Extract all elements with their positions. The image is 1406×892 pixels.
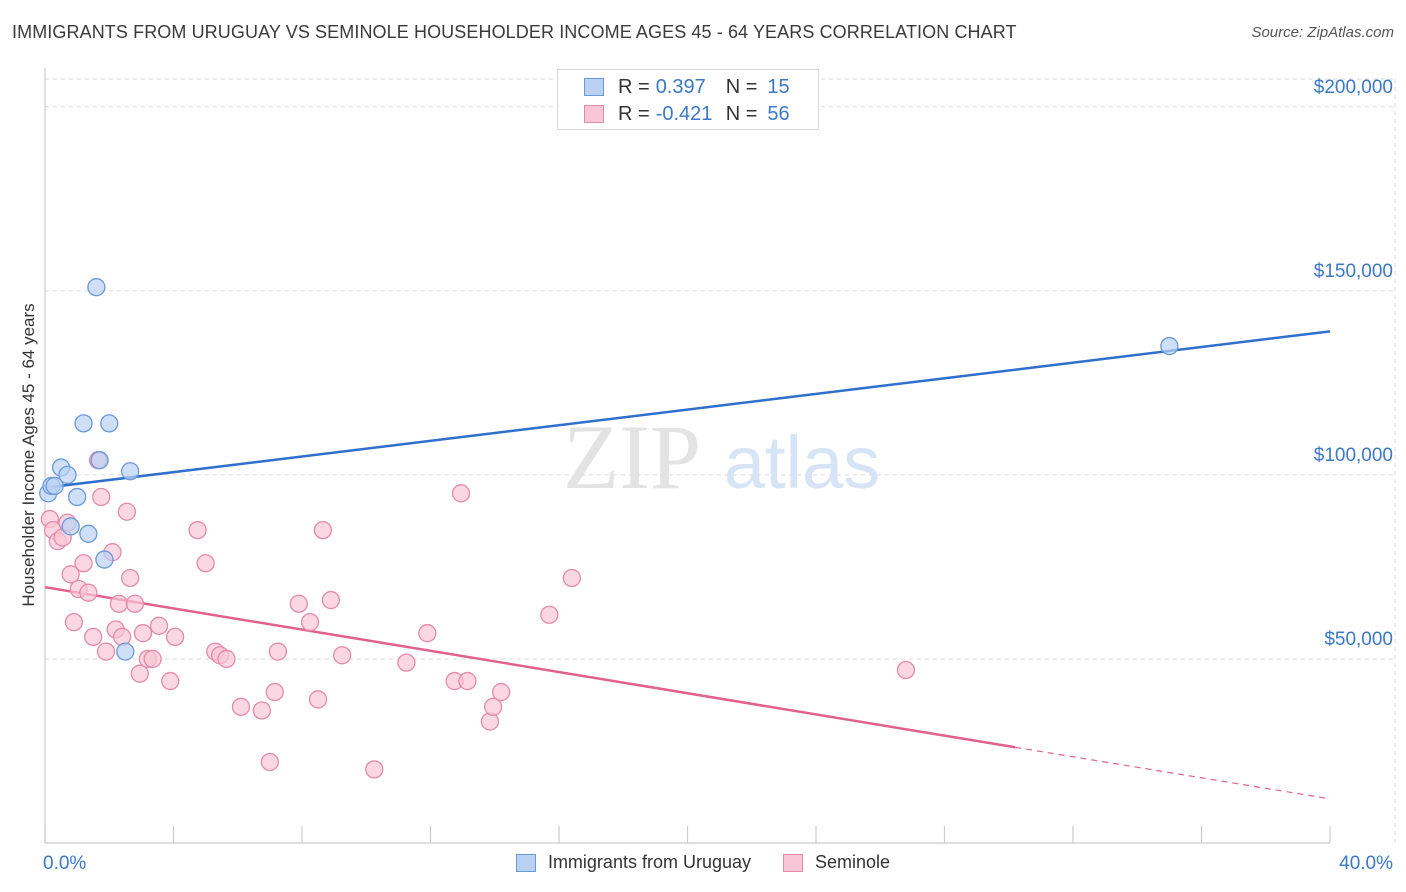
point-seminole (217, 649, 236, 669)
point-uruguay (67, 487, 87, 507)
point-seminole (365, 760, 384, 779)
point-seminole (418, 624, 437, 643)
point-seminole (61, 565, 80, 584)
y-tick-labels: $50,000 $100,000 $150,000 $200,000 (1314, 77, 1393, 650)
point-seminole (252, 701, 271, 720)
point-uruguay (87, 278, 106, 297)
point-uruguay (1160, 336, 1179, 356)
point-seminole (161, 671, 180, 691)
point-seminole (149, 616, 169, 635)
legend-label-seminole: Seminole (815, 852, 891, 872)
point-seminole (313, 520, 333, 540)
chart-title: IMMIGRANTS FROM URUGUAY VS SEMINOLE HOUS… (12, 22, 1017, 42)
point-uruguay (58, 465, 77, 485)
legend-swatch-blue (584, 78, 604, 96)
watermark-atlas: atlas (724, 421, 880, 504)
point-seminole (480, 712, 500, 731)
legend-swatch-blue (515, 853, 536, 872)
legend-item-uruguay: Immigrants from Uruguay (515, 852, 751, 873)
y-tick-label: $50,000 (1324, 629, 1393, 650)
legend-row-seminole: R = -0.421 N = 56 (584, 102, 790, 126)
source-label: Source: ZipAtlas.com (1251, 24, 1394, 41)
data-points (39, 278, 1179, 779)
point-seminole (458, 671, 477, 691)
point-seminole (120, 568, 140, 588)
point-seminole (321, 590, 341, 610)
point-seminole (196, 554, 215, 573)
point-uruguay (95, 550, 114, 569)
trend-lines (44, 330, 1331, 800)
point-seminole (117, 502, 137, 521)
y-axis-title: Householder Income Ages 45 - 64 years (19, 303, 38, 607)
point-seminole (74, 554, 93, 573)
point-seminole (397, 653, 416, 672)
trend-line-seminole (44, 585, 1016, 749)
point-seminole (451, 484, 471, 503)
point-seminole (84, 627, 103, 647)
point-seminole (265, 682, 284, 702)
x-tick-label-min: 0.0% (43, 853, 86, 874)
point-seminole (188, 520, 207, 540)
point-seminole (231, 697, 251, 716)
legend-item-seminole: Seminole (783, 852, 890, 873)
point-uruguay (79, 524, 98, 543)
point-seminole (540, 605, 559, 624)
point-uruguay (45, 476, 64, 496)
legend-swatch-pink (584, 105, 604, 123)
y-tick-label: $100,000 (1314, 445, 1393, 466)
point-seminole (79, 583, 98, 602)
legend-r-value: -0.421 (655, 102, 713, 125)
point-uruguay (116, 642, 135, 661)
point-seminole (289, 594, 308, 613)
point-seminole (96, 642, 116, 661)
point-seminole (300, 612, 320, 632)
point-seminole (896, 660, 916, 680)
watermark: ZIP atlas (563, 406, 880, 508)
legend-label-uruguay: Immigrants from Uruguay (547, 852, 751, 872)
legend-n-value: 56 (767, 102, 790, 125)
y-tick-label: $200,000 (1314, 77, 1393, 98)
point-seminole (133, 624, 153, 643)
y-tick-label: $150,000 (1314, 261, 1393, 282)
legend-n-label: N = (725, 75, 758, 98)
axes (44, 68, 1331, 844)
point-seminole (308, 690, 328, 709)
point-seminole (143, 649, 162, 669)
legend-n-value: 15 (767, 75, 790, 98)
legend-r-value: 0.397 (655, 75, 706, 98)
point-seminole (112, 627, 132, 647)
point-uruguay (120, 462, 140, 481)
point-uruguay (90, 451, 109, 470)
gridlines (45, 78, 1396, 843)
legend-r-label: R = (618, 75, 650, 98)
legend-row-uruguay: R = 0.397 N = 15 (584, 75, 790, 99)
point-uruguay (74, 414, 93, 433)
stats-legend: R = 0.397 N = 15 R = -0.421 N = 56 (557, 69, 819, 130)
point-seminole (268, 642, 288, 661)
point-seminole (130, 664, 149, 683)
trend-line-uruguay (44, 330, 1331, 490)
point-uruguay (100, 414, 119, 433)
x-tick-labels: 0.0% 40.0% (43, 853, 1393, 874)
series-legend: Immigrants from Uruguay Seminole (0, 852, 1406, 873)
point-seminole (109, 594, 129, 613)
point-seminole (333, 646, 352, 665)
legend-r-label: R = (618, 102, 650, 125)
point-seminole (165, 627, 185, 647)
point-seminole (562, 568, 581, 588)
legend-swatch-pink (783, 853, 803, 872)
x-tick-label-max: 40.0% (1339, 853, 1393, 874)
point-seminole (492, 682, 511, 702)
trend-line-seminole-extension (1015, 746, 1331, 800)
point-seminole (483, 697, 503, 716)
point-seminole (92, 487, 111, 507)
point-seminole (64, 612, 84, 632)
point-seminole (260, 752, 280, 772)
point-seminole (125, 594, 145, 613)
point-uruguay (61, 517, 80, 536)
legend-n-label: N = (725, 102, 758, 125)
